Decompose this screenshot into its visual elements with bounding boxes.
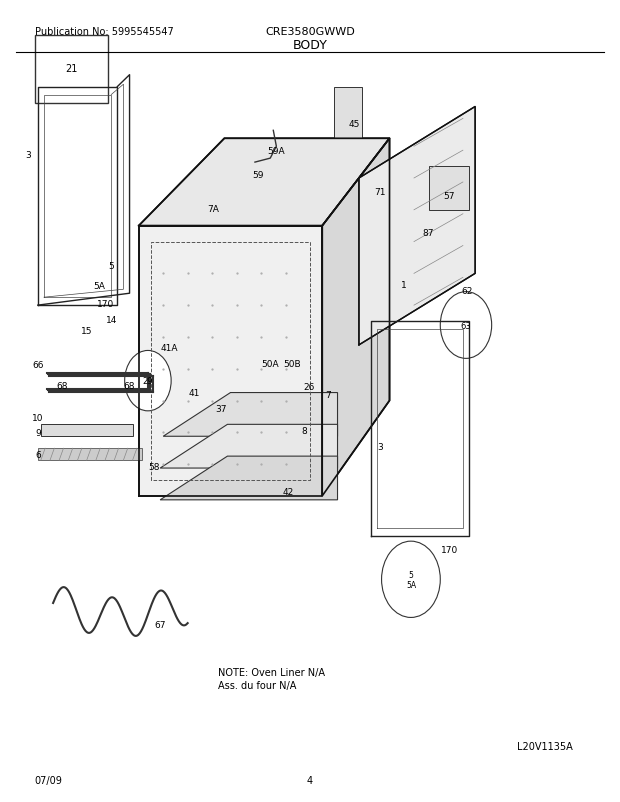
Text: 6: 6 xyxy=(35,451,41,460)
Text: 68: 68 xyxy=(56,382,68,391)
Text: 170: 170 xyxy=(97,300,113,309)
Polygon shape xyxy=(359,107,475,346)
Text: 10: 10 xyxy=(32,414,43,423)
Text: 1: 1 xyxy=(401,281,407,290)
Text: 67: 67 xyxy=(154,620,166,630)
Text: 87: 87 xyxy=(422,229,434,237)
Text: 57: 57 xyxy=(444,192,455,200)
Polygon shape xyxy=(139,139,389,226)
Polygon shape xyxy=(160,425,337,468)
Text: L20V1135A: L20V1135A xyxy=(517,741,573,751)
Text: 26: 26 xyxy=(303,383,314,392)
Polygon shape xyxy=(41,425,133,437)
Text: 15: 15 xyxy=(81,326,92,336)
FancyBboxPatch shape xyxy=(35,36,108,103)
Text: 68: 68 xyxy=(124,382,135,391)
Circle shape xyxy=(125,351,171,411)
Text: 45: 45 xyxy=(348,120,360,129)
Text: Ass. du four N/A: Ass. du four N/A xyxy=(218,680,296,691)
Text: 62: 62 xyxy=(461,287,473,296)
Text: 4: 4 xyxy=(307,776,313,785)
FancyBboxPatch shape xyxy=(429,167,469,210)
Text: NOTE: Oven Liner N/A: NOTE: Oven Liner N/A xyxy=(218,667,326,678)
Text: 07/09: 07/09 xyxy=(35,776,63,785)
Text: 170: 170 xyxy=(441,545,458,555)
Text: 29: 29 xyxy=(143,377,153,386)
Polygon shape xyxy=(139,226,322,496)
Text: 21: 21 xyxy=(65,64,78,75)
Text: 7: 7 xyxy=(326,391,331,400)
Text: 58: 58 xyxy=(148,463,160,472)
Polygon shape xyxy=(163,393,337,437)
Text: 9: 9 xyxy=(35,428,41,437)
Circle shape xyxy=(381,541,440,618)
Text: 41A: 41A xyxy=(161,343,178,352)
Text: BODY: BODY xyxy=(293,39,327,52)
Text: 41: 41 xyxy=(188,388,200,398)
Text: 59A: 59A xyxy=(268,147,285,156)
Text: 7A: 7A xyxy=(208,205,219,214)
Text: 59: 59 xyxy=(252,170,264,180)
Circle shape xyxy=(440,292,492,359)
Text: Publication No: 5995545547: Publication No: 5995545547 xyxy=(35,27,174,37)
Polygon shape xyxy=(160,456,337,500)
Text: 37: 37 xyxy=(216,404,227,414)
Text: 8: 8 xyxy=(301,427,307,435)
Text: 3: 3 xyxy=(26,151,32,160)
Text: 71: 71 xyxy=(374,188,386,196)
Text: 14: 14 xyxy=(105,315,117,325)
Text: 5
5A: 5 5A xyxy=(406,570,416,589)
Text: 5: 5 xyxy=(108,261,114,270)
Text: 50A: 50A xyxy=(262,359,279,368)
Text: CRE3580GWWD: CRE3580GWWD xyxy=(265,27,355,37)
Text: 50B: 50B xyxy=(283,359,301,368)
Polygon shape xyxy=(38,448,142,460)
Text: 5A: 5A xyxy=(93,282,105,290)
Text: 3: 3 xyxy=(378,443,383,452)
Polygon shape xyxy=(322,139,389,496)
Text: 63: 63 xyxy=(461,321,471,330)
Text: 66: 66 xyxy=(32,361,43,370)
FancyBboxPatch shape xyxy=(334,87,362,139)
Text: 42: 42 xyxy=(283,487,294,496)
